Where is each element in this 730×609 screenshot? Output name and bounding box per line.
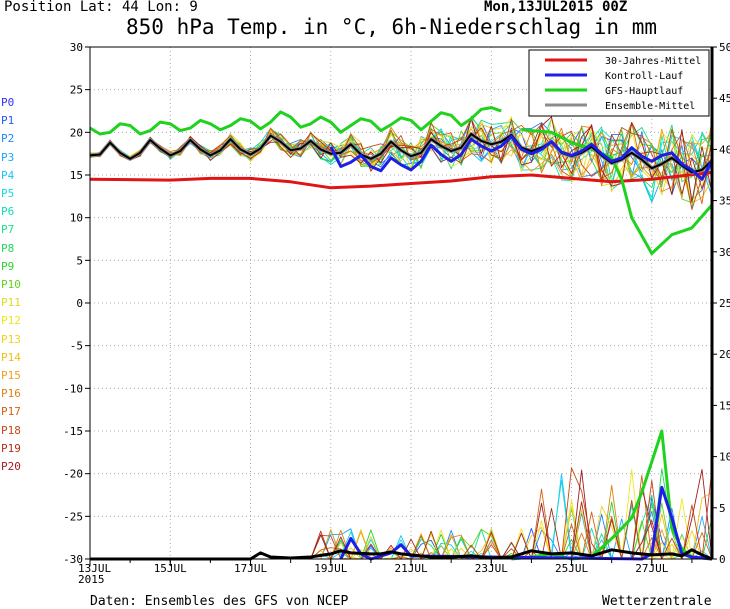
x-tick-label: 15JUL [154, 562, 187, 575]
member-label: P4 [1, 168, 15, 182]
member-label: P9 [1, 259, 15, 273]
y-left-tick-label: 5 [76, 254, 83, 267]
member-label: P7 [1, 223, 15, 237]
y-left-tick-label: 0 [76, 297, 83, 310]
member-label: P18 [1, 423, 21, 437]
member-label: P0 [1, 96, 15, 109]
y-right-tick-label: 15 [719, 399, 730, 412]
precip-lines-layer [90, 429, 713, 561]
member-label: P8 [1, 241, 15, 255]
axes-layer: -30 -25 -20 -15 -10 -5 0 5 10 15 20 25 30 0 5 10 15 20 25 3… [63, 41, 730, 586]
x-tick-label: 17JUL [234, 562, 267, 575]
temp-lines-layer [89, 106, 714, 255]
data-source: Daten: Ensembles des GFS von NCEP [90, 594, 349, 609]
y-left-tick-label: 15 [70, 169, 83, 182]
y-right-tick-label: 20 [719, 348, 730, 361]
y-left-tick-label: 20 [70, 126, 83, 139]
member-label: P15 [1, 369, 21, 382]
y-left-tick-label: 25 [70, 84, 83, 97]
legend-entry: 30-Jahres-Mittel [605, 56, 701, 67]
y-right-tick-label: 45 [719, 92, 730, 105]
x-tick-label: 23JUL [475, 562, 508, 575]
y-right-tick-label: 50 [719, 41, 730, 54]
member-label: P11 [1, 296, 21, 310]
member-label: P14 [1, 350, 21, 364]
member-label: P16 [1, 387, 21, 401]
x-tick-label: 19JUL [314, 562, 347, 575]
y-left-tick-label: -10 [63, 382, 83, 395]
y-left-tick-label: -25 [63, 510, 83, 523]
y-left-tick-label: -5 [70, 340, 83, 353]
legend-entry: Kontroll-Lauf [605, 71, 683, 82]
temp-series-line [329, 135, 714, 181]
member-label: P1 [1, 114, 15, 128]
y-right-tick-label: 0 [719, 553, 726, 566]
y-left-tick-label: -15 [63, 425, 83, 438]
y-right-tick-label: 35 [719, 195, 730, 208]
y-left-tick-label: 30 [70, 41, 83, 54]
x-tick-sublabel: 2015 [78, 573, 105, 586]
temp-series-line [89, 106, 502, 136]
member-label: P12 [1, 314, 21, 328]
x-tick-label: 13JUL [78, 562, 111, 575]
member-label: P10 [1, 278, 21, 291]
chart-title: 850 hPa Temp. in °C, 6h-Niederschlag in … [126, 15, 658, 39]
y-right-tick-label: 30 [719, 246, 730, 259]
member-label: P2 [1, 132, 15, 146]
position-label: Position Lat: 44 Lon: 9 [4, 0, 198, 15]
credit: Wetterzentrale [602, 594, 712, 609]
chart-legend: 30-Jahres-Mittel Kontroll-Lauf GFS-Hauptla… [528, 49, 710, 117]
run-date: Mon,13JUL2015 00Z [484, 0, 628, 15]
member-label: P19 [1, 441, 21, 455]
y-left-tick-label: -20 [63, 468, 83, 481]
y-left-tick-label: 10 [70, 212, 83, 225]
member-label: P5 [1, 187, 15, 200]
temp-series-line [521, 128, 714, 255]
temp-series-line [89, 170, 713, 190]
y-right-tick-label: 5 [719, 502, 726, 515]
y-right-tick-label: 40 [719, 143, 730, 156]
x-tick-label: 25JUL [555, 562, 588, 575]
member-label: P17 [1, 405, 21, 419]
precip-series-line [90, 548, 713, 561]
member-label: P20 [1, 460, 21, 473]
y-left-tick-label: -30 [63, 553, 83, 566]
y-right-tick-label: 25 [719, 297, 730, 310]
precip-series-line [511, 429, 713, 561]
member-label: P3 [1, 150, 15, 164]
y-right-tick-label: 10 [719, 451, 730, 464]
member-label: P6 [1, 205, 15, 219]
x-tick-label: 21JUL [394, 562, 427, 575]
member-label: P13 [1, 332, 21, 346]
grid-layer [90, 47, 712, 559]
x-tick-label: 27JUL [635, 562, 668, 575]
legend-entry: Ensemble-Mittel [605, 101, 695, 112]
legend-entry: GFS-Hauptlauf [605, 86, 683, 97]
